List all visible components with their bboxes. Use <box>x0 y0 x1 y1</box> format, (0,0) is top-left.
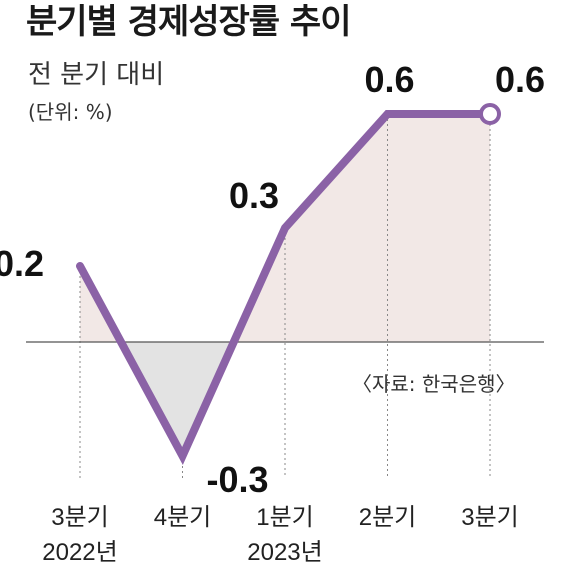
series-line <box>76 110 494 466</box>
x-tick-label: 1분기 <box>256 504 314 531</box>
x-tick-label: 4분기 <box>154 504 212 531</box>
chart-title: 분기별 경제성장률 추이 <box>26 2 351 42</box>
data-label: -0.3 <box>207 459 269 500</box>
data-label: 0.2 <box>0 243 44 284</box>
positive-area <box>233 114 490 342</box>
unit-label: (단위: %) <box>28 100 113 124</box>
x-tick-label: 3분기 <box>51 504 109 531</box>
x-tick-label: 2분기 <box>359 504 417 531</box>
data-label: 0.6 <box>364 59 414 100</box>
x-tick-label: 2022년 <box>42 539 117 566</box>
source-note: 〈자료: 한국은행〉 <box>352 372 516 396</box>
x-tick-label: 3분기 <box>461 504 519 531</box>
data-label: 0.3 <box>229 175 279 216</box>
data-label: 0.6 <box>495 59 545 100</box>
x-tick-label: 2023년 <box>247 539 322 566</box>
chart-subtitle: 전 분기 대비 <box>28 60 165 90</box>
negative-area <box>121 342 234 456</box>
data-point-marker <box>479 103 501 125</box>
